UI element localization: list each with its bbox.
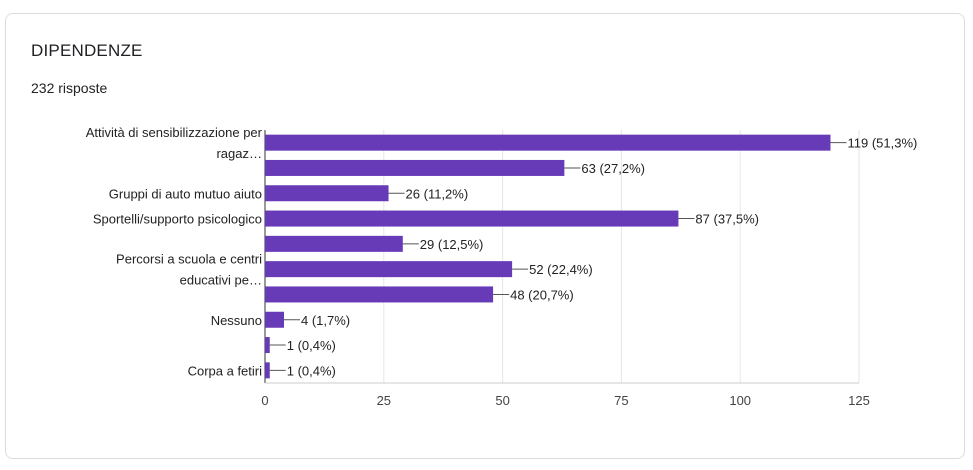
bar[interactable] xyxy=(265,261,513,278)
category-label: Corpa a fetiri xyxy=(188,363,263,378)
x-tick-label: 25 xyxy=(377,393,391,408)
bar[interactable] xyxy=(265,337,270,354)
data-label: 87 (37,5%) xyxy=(695,212,759,227)
category-label: Nessuno xyxy=(211,313,262,328)
bar[interactable] xyxy=(265,286,494,303)
category-label: Attività di sensibilizzazione per xyxy=(86,125,263,140)
category-label: ragaz… xyxy=(216,146,262,161)
bar[interactable] xyxy=(265,134,831,151)
bar[interactable] xyxy=(265,210,679,227)
data-label: 1 (0,4%) xyxy=(287,338,336,353)
data-label: 4 (1,7%) xyxy=(301,313,350,328)
data-label: 52 (22,4%) xyxy=(529,262,593,277)
bar[interactable] xyxy=(265,235,403,252)
category-label: Sportelli/supporto psicologico xyxy=(93,212,262,227)
x-tick-label: 0 xyxy=(261,393,268,408)
data-label: 29 (12,5%) xyxy=(420,237,484,252)
chart-title: DIPENDENZE xyxy=(31,41,143,60)
bar[interactable] xyxy=(265,311,285,328)
data-label: 63 (27,2%) xyxy=(581,161,645,176)
category-label: Percorsi a scuola e centri xyxy=(116,252,262,267)
category-label: Gruppi di auto mutuo aiuto xyxy=(109,186,262,201)
bar[interactable] xyxy=(265,362,270,379)
x-tick-label: 75 xyxy=(614,393,628,408)
x-tick-label: 100 xyxy=(729,393,751,408)
category-label: educativi pe… xyxy=(180,273,262,288)
data-label: 1 (0,4%) xyxy=(287,363,336,378)
data-label: 48 (20,7%) xyxy=(510,287,574,302)
bar[interactable] xyxy=(265,159,565,176)
chart-card xyxy=(5,13,965,459)
data-label: 26 (11,2%) xyxy=(406,186,469,201)
x-tick-label: 50 xyxy=(495,393,509,408)
bar[interactable] xyxy=(265,185,389,202)
data-label: 119 (51,3%) xyxy=(847,136,917,151)
response-count: 232 risposte xyxy=(31,80,108,96)
x-tick-label: 125 xyxy=(848,393,870,408)
